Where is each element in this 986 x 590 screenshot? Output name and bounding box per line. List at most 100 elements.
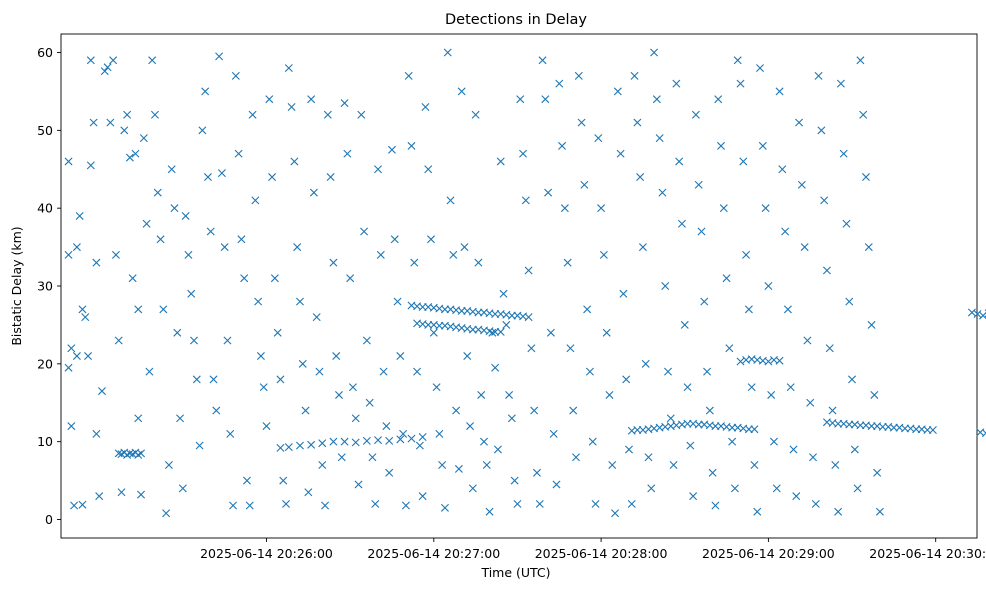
data-point xyxy=(750,461,759,470)
data-point xyxy=(382,422,391,431)
data-point xyxy=(231,71,240,80)
x-tick-label: 2025-06-14 20:28:00 xyxy=(535,546,668,561)
data-point xyxy=(248,110,257,119)
data-point xyxy=(756,64,765,73)
data-point xyxy=(633,118,642,127)
data-point xyxy=(343,149,352,158)
data-point xyxy=(460,243,469,252)
data-point xyxy=(641,359,650,368)
data-point xyxy=(173,328,182,337)
data-point xyxy=(131,149,140,158)
data-point xyxy=(650,48,659,57)
data-point xyxy=(842,219,851,228)
data-point xyxy=(666,414,675,423)
data-point xyxy=(351,414,360,423)
data-point xyxy=(496,157,505,166)
data-point xyxy=(510,476,519,485)
data-point xyxy=(279,476,288,485)
data-point xyxy=(86,161,95,170)
data-point xyxy=(814,71,823,80)
data-point xyxy=(84,352,93,361)
data-point xyxy=(753,507,762,516)
data-point xyxy=(150,110,159,119)
data-point xyxy=(360,227,369,236)
data-point xyxy=(181,211,190,220)
data-point xyxy=(479,437,488,446)
data-point xyxy=(683,383,692,392)
data-point xyxy=(530,406,539,415)
data-point xyxy=(744,305,753,314)
data-point xyxy=(387,145,396,154)
data-point xyxy=(198,126,207,135)
data-point xyxy=(795,118,804,127)
data-point xyxy=(229,501,238,510)
data-point xyxy=(839,149,848,158)
data-point xyxy=(312,313,321,322)
data-point xyxy=(404,71,413,80)
data-point xyxy=(276,375,285,384)
data-point xyxy=(340,99,349,108)
data-point xyxy=(284,443,293,452)
data-point xyxy=(385,468,394,477)
data-point xyxy=(111,250,120,259)
data-point xyxy=(332,352,341,361)
data-point xyxy=(870,390,879,399)
data-point xyxy=(443,48,452,57)
data-point xyxy=(463,352,472,361)
data-point xyxy=(421,102,430,111)
data-point xyxy=(669,461,678,470)
data-point xyxy=(142,219,151,228)
data-point xyxy=(167,165,176,174)
data-point xyxy=(856,56,865,65)
data-point xyxy=(594,134,603,143)
data-point xyxy=(611,509,620,518)
data-point xyxy=(351,438,360,447)
data-point xyxy=(81,313,90,322)
data-point xyxy=(597,204,606,213)
data-point xyxy=(67,422,76,431)
data-point xyxy=(374,436,383,445)
data-point xyxy=(775,356,784,365)
x-tick-label: 2025-06-14 20:27:00 xyxy=(367,546,500,561)
data-point xyxy=(162,509,171,518)
data-point xyxy=(446,196,455,205)
data-point xyxy=(574,71,583,80)
data-point xyxy=(850,445,859,454)
data-point xyxy=(178,484,187,493)
data-point xyxy=(775,87,784,96)
data-point xyxy=(761,204,770,213)
data-point xyxy=(329,437,338,446)
x-tick-label: 2025-06-14 20:30:00 xyxy=(869,546,986,561)
data-point xyxy=(309,188,318,197)
data-point xyxy=(493,445,502,454)
data-point xyxy=(226,429,235,438)
data-point xyxy=(563,258,572,267)
y-axis-label: Bistatic Delay (km) xyxy=(9,226,24,345)
data-point xyxy=(432,383,441,392)
data-point xyxy=(616,149,625,158)
x-axis-label: Time (UTC) xyxy=(480,565,550,580)
data-point xyxy=(599,250,608,259)
data-point xyxy=(254,297,263,306)
data-point xyxy=(195,441,204,450)
data-point xyxy=(792,492,801,501)
data-point xyxy=(329,258,338,267)
data-point xyxy=(482,461,491,470)
data-point xyxy=(485,507,494,516)
data-point xyxy=(265,95,274,104)
data-point xyxy=(730,484,739,493)
data-point xyxy=(137,490,146,499)
data-point xyxy=(552,480,561,489)
data-point xyxy=(159,305,168,314)
y-tick-label: 10 xyxy=(37,434,53,449)
data-point xyxy=(967,308,976,317)
data-point xyxy=(276,443,285,452)
data-point xyxy=(234,149,243,158)
data-point xyxy=(549,429,558,438)
data-point xyxy=(680,320,689,329)
data-point xyxy=(410,258,419,267)
data-point xyxy=(703,367,712,376)
data-point xyxy=(284,64,293,73)
data-point xyxy=(318,461,327,470)
data-point xyxy=(566,344,575,353)
